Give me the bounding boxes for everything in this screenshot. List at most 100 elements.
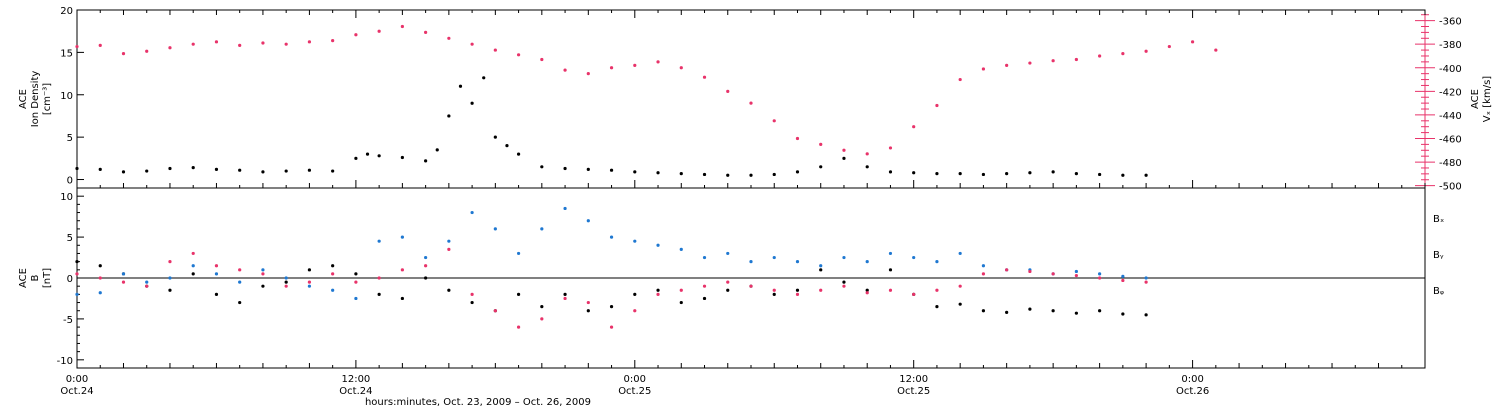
density-point: [121, 170, 126, 174]
density-point: [493, 135, 497, 139]
b-field-point: [516, 251, 521, 256]
density-point: [842, 156, 846, 160]
density-point: [935, 171, 939, 176]
b-field-point: [1121, 312, 1125, 316]
velocity-point: [1121, 52, 1125, 56]
panel1-frame: [76, 9, 1426, 189]
velocity-point: [888, 146, 893, 150]
b-field-point: [145, 284, 149, 288]
b-field-point: [842, 280, 846, 284]
density-point: [563, 166, 567, 171]
panel1-right-tick-label: -420: [1439, 87, 1462, 98]
b-field-point: [168, 260, 172, 264]
x-tick-date-label: Oct.25: [618, 386, 651, 397]
b-field-point: [795, 288, 800, 292]
b-field-point: [400, 296, 404, 301]
b-field-point: [981, 264, 986, 268]
b-field-point: [447, 239, 451, 243]
velocity-point: [633, 63, 637, 68]
b-field-point: [609, 325, 614, 329]
density-velocity-panel: 0 5 10 15 20 -360 -380 -400 -420 -440 -460 -480 -500…: [18, 6, 1493, 193]
b-field-point: [1005, 268, 1009, 272]
b-field-point: [935, 260, 939, 264]
b-field-point: [424, 255, 428, 260]
density-point: [540, 165, 544, 169]
velocity-point: [214, 40, 219, 44]
density-point: [749, 173, 753, 177]
b-field-point: [772, 292, 776, 296]
b-field-point: [749, 284, 753, 288]
b-field-point: [1144, 276, 1148, 280]
density-point: [505, 144, 509, 148]
b-field-point: [284, 284, 288, 288]
density-point: [261, 170, 265, 174]
b-field-point: [75, 272, 79, 276]
velocity-point: [75, 44, 79, 49]
b-field-point: [609, 305, 614, 309]
density-point: [516, 152, 521, 156]
density-point: [470, 101, 474, 105]
panel2-left-tick-label: -5: [63, 315, 73, 326]
panel2-left-tick-label: 5: [67, 233, 73, 244]
b-field-point: [540, 317, 544, 321]
b-field-point: [772, 255, 776, 260]
b-field-point: [377, 292, 381, 296]
b-field-point: [679, 300, 683, 305]
density-point: [1005, 171, 1009, 176]
density-point: [981, 172, 986, 177]
b-field-point: [633, 239, 637, 243]
b-field-point: [819, 288, 823, 292]
b-field-point: [609, 235, 614, 239]
b-field-point: [214, 292, 219, 296]
b-field-point: [935, 288, 939, 292]
b-field-point: [1074, 311, 1078, 315]
density-point: [702, 172, 707, 177]
density-point: [679, 171, 683, 176]
panel1-right-tick-label: -480: [1439, 158, 1462, 169]
b-field-point: [1098, 276, 1102, 280]
x-tick-time-label: 0:00: [66, 374, 88, 385]
b-field-point: [772, 288, 776, 292]
velocity-point: [1028, 61, 1032, 65]
velocity-point: [540, 57, 544, 62]
legend-entry: Bᵩ: [1433, 286, 1444, 297]
velocity-point: [377, 29, 381, 33]
b-field-point: [98, 276, 102, 280]
b-field-point: [702, 284, 707, 288]
velocity-point: [145, 49, 149, 53]
velocity-point: [842, 148, 846, 152]
density-point: [726, 173, 730, 177]
density-point: [912, 171, 916, 175]
b-field-point: [981, 272, 986, 276]
b-field-point: [958, 302, 962, 306]
density-point: [609, 168, 614, 172]
b-field-point: [1121, 274, 1125, 278]
x-tick-date-label: Oct.24: [60, 386, 93, 397]
density-point: [168, 166, 172, 171]
density-point: [656, 171, 660, 175]
velocity-point: [679, 66, 683, 70]
velocity-point: [1005, 63, 1009, 68]
b-field-point: [702, 296, 707, 301]
b-field-point: [470, 300, 474, 305]
panel1-left-axis-title: ACEIon Density[cm⁻³]: [18, 71, 53, 128]
b-field-point: [563, 206, 567, 211]
density-point: [424, 159, 428, 163]
density-point: [307, 168, 312, 172]
b-field-point: [865, 260, 869, 264]
b-field-point: [888, 288, 893, 292]
density-point: [772, 172, 776, 177]
b-field-point: [191, 264, 195, 268]
b-field-point: [261, 272, 265, 276]
density-point: [447, 114, 451, 118]
density-point: [795, 170, 800, 174]
velocity-point: [331, 39, 335, 43]
b-field-point: [795, 292, 800, 296]
b-field-point: [261, 284, 265, 288]
velocity-point: [865, 152, 869, 156]
velocity-point: [470, 42, 474, 46]
x-tick-date-label: Oct.25: [897, 386, 930, 397]
b-field-point: [656, 243, 660, 247]
density-point: [865, 165, 869, 169]
